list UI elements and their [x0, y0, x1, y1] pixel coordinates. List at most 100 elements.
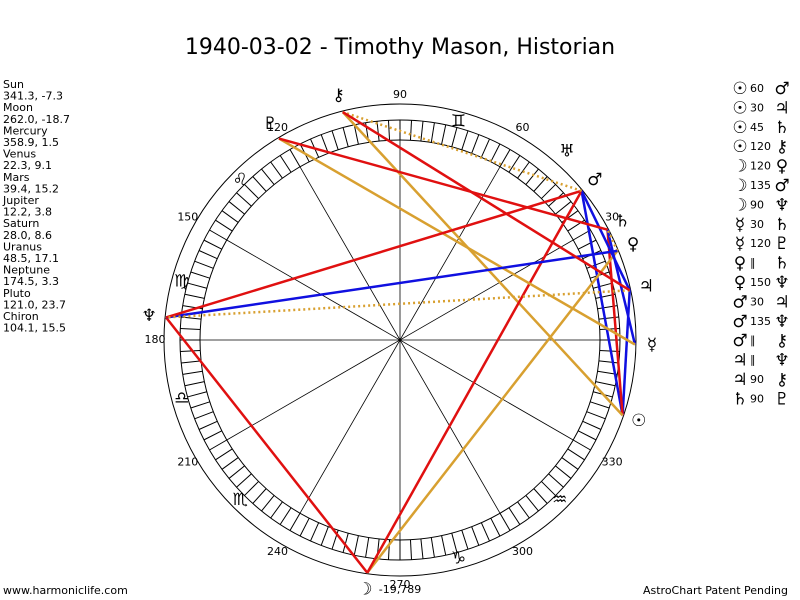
aspect-from: ☿ — [735, 215, 745, 235]
ring-tick — [270, 501, 283, 519]
ring-tick — [480, 138, 490, 158]
ring-tick — [203, 430, 223, 441]
planet-name: Saturn — [3, 217, 39, 230]
ring-tick — [471, 134, 480, 154]
ring-tick — [209, 229, 228, 241]
planet-name: Uranus — [3, 240, 42, 253]
ring-tick — [180, 327, 201, 331]
planet-glyph: ♄ — [615, 212, 630, 232]
aspect-angle: 90 — [750, 392, 764, 405]
planet-glyph: ⚷ — [332, 86, 344, 106]
aspect-to: ♆ — [774, 273, 789, 293]
ring-tick — [190, 271, 210, 279]
planet-name: Chiron — [3, 310, 39, 323]
ring-tick — [187, 282, 207, 289]
title: 1940-03-02 - Timothy Mason, Historian — [185, 35, 615, 60]
ring-tick — [490, 517, 501, 537]
ring-tick — [342, 533, 349, 553]
ring-tick — [244, 184, 259, 199]
ring-tick — [441, 535, 447, 556]
ring-tick — [236, 473, 252, 488]
ring-tick — [517, 161, 530, 179]
aspect-line — [278, 137, 608, 231]
aspect-line — [165, 189, 582, 319]
planet-coords: 341.3, -7.3 — [3, 90, 63, 103]
ring-tick — [279, 507, 292, 525]
planet-name: Venus — [3, 148, 36, 161]
degree-label: 120 — [267, 121, 288, 134]
aspect-angle: 30 — [750, 101, 764, 114]
ring-tick — [430, 122, 435, 143]
aspect-line — [341, 111, 624, 417]
planet-coords: 121.0, 23.7 — [3, 298, 66, 311]
degree-label: 240 — [267, 545, 288, 558]
planet-name: Sun — [3, 78, 24, 91]
aspect-from: ☉ — [732, 98, 747, 118]
moon-note: -19,789 — [379, 583, 421, 596]
zodiac-sign: ♌ — [233, 170, 248, 190]
ring-tick — [430, 537, 435, 558]
aspect-from: ☉ — [732, 118, 747, 138]
planet-name: Pluto — [3, 287, 31, 300]
ring-tick — [471, 526, 480, 546]
aspect-from: ♀ — [734, 254, 746, 274]
aspect-line — [278, 137, 636, 346]
aspect-line — [342, 111, 631, 292]
planet-glyph: ☿ — [647, 335, 657, 355]
ring-tick — [376, 121, 380, 142]
ring-tick — [541, 481, 556, 496]
degree-label: 300 — [512, 545, 533, 558]
aspect-from: ♂ — [732, 292, 747, 312]
ring-tick — [310, 522, 320, 542]
ring-tick — [508, 507, 521, 525]
planet-glyph: ☽ — [357, 580, 372, 600]
aspect-to: ♇ — [774, 389, 789, 409]
ring-tick — [533, 176, 548, 192]
degree-label: 330 — [602, 456, 623, 469]
aspect-from: ☉ — [732, 79, 747, 99]
planet-coords: 104.1, 15.5 — [3, 322, 66, 335]
aspect-from: ☽ — [732, 176, 747, 196]
aspect-from: ☽ — [732, 157, 747, 177]
planet-coords: 48.5, 17.1 — [3, 252, 59, 265]
aspect-angle: 30 — [750, 218, 764, 231]
ring-tick — [409, 539, 413, 560]
aspect-angle: 120 — [750, 237, 771, 250]
aspect-to: ♄ — [774, 215, 789, 235]
ring-tick — [261, 168, 275, 185]
zodiac-sign: ♏ — [233, 490, 248, 510]
ring-tick — [387, 120, 391, 141]
aspect-to: ♂ — [774, 176, 789, 196]
zodiac-sign: ♑ — [451, 548, 466, 568]
planet-coords: 174.5, 3.3 — [3, 275, 59, 288]
ring-tick — [353, 124, 359, 145]
spoke — [226, 239, 574, 441]
ring-tick — [221, 210, 239, 223]
degree-label: 210 — [177, 456, 198, 469]
ring-tick — [320, 134, 329, 154]
ring-tick — [582, 420, 602, 430]
aspect-line — [165, 316, 369, 574]
ring-tick — [548, 473, 564, 488]
aspect-from: ♂ — [732, 312, 747, 332]
ring-tick — [270, 161, 283, 179]
aspect-from: ♂ — [732, 331, 747, 351]
aspect-line — [580, 190, 624, 416]
ring-tick — [461, 130, 469, 150]
ring-tick — [203, 239, 223, 250]
aspect-angle: ∥ — [750, 334, 756, 347]
aspect-angle: 30 — [750, 295, 764, 308]
zodiac-sign: ♎ — [174, 388, 189, 408]
aspect-line — [342, 110, 582, 193]
planet-glyph: ♆ — [142, 306, 157, 326]
ring-tick — [420, 538, 424, 559]
planet-coords: 358.9, 1.5 — [3, 136, 59, 149]
aspect-line — [606, 229, 619, 252]
ring-tick — [215, 448, 233, 461]
ring-tick — [184, 293, 205, 299]
ring-tick — [252, 176, 267, 192]
ring-tick — [577, 430, 597, 441]
planet-coords: 39.4, 15.2 — [3, 182, 59, 195]
degree-label: 180 — [145, 333, 166, 346]
aspect-line — [366, 250, 619, 574]
